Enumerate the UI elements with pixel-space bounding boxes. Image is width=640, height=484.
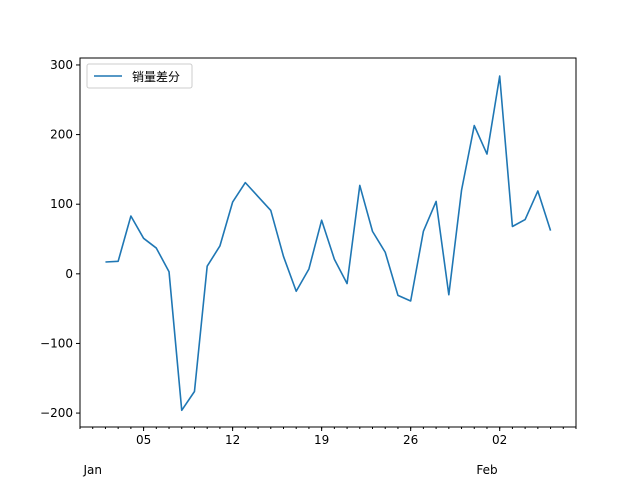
- legend: 销量差分: [86, 63, 193, 89]
- legend-box: [86, 63, 193, 89]
- x-tick-label: 02: [492, 433, 507, 447]
- y-axis-ticks: 300 200 100 0 −100 −200: [40, 58, 80, 420]
- y-tick-label: −100: [40, 336, 73, 350]
- x-tick-label: 26: [403, 433, 418, 447]
- x-tick-label: 19: [314, 433, 329, 447]
- legend-label: 销量差分: [132, 70, 180, 84]
- y-tick-label: 300: [50, 58, 73, 72]
- plot-frame: [79, 57, 577, 428]
- y-tick-label: 200: [50, 128, 73, 142]
- y-tick-label: 0: [65, 267, 73, 281]
- series-line: [105, 75, 552, 412]
- x-tick-label: 12: [225, 433, 240, 447]
- x-month-label: Feb: [476, 463, 497, 477]
- y-tick-label: −200: [40, 406, 73, 420]
- series-layer: [105, 75, 552, 412]
- x-month-label: Jan: [82, 463, 102, 477]
- y-tick-label: 100: [50, 197, 73, 211]
- x-tick-label: 05: [136, 433, 151, 447]
